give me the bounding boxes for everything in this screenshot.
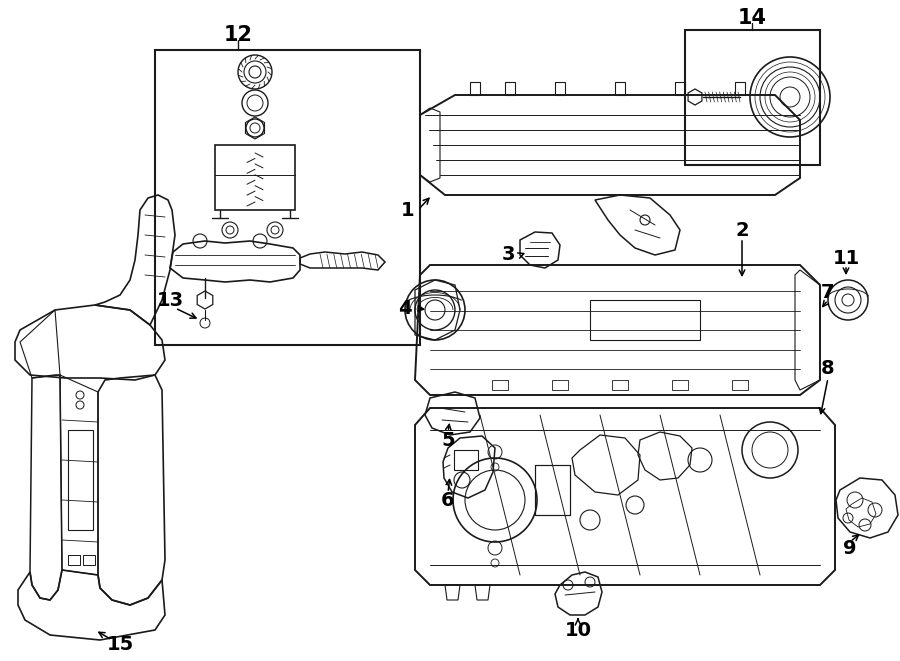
Text: 8: 8 [821, 358, 835, 377]
Text: 11: 11 [832, 249, 859, 268]
Text: 6: 6 [441, 490, 454, 510]
Text: 7: 7 [821, 282, 835, 301]
Text: 3: 3 [501, 245, 515, 264]
Text: 10: 10 [564, 621, 591, 639]
Bar [68, 430, 93, 530]
Text: 1: 1 [401, 200, 415, 219]
Text: 14: 14 [737, 8, 767, 28]
Text: 4: 4 [398, 299, 412, 317]
Bar [68, 555, 80, 565]
Bar [590, 300, 700, 340]
Bar [83, 555, 95, 565]
Bar [454, 450, 478, 470]
Bar [535, 465, 570, 515]
Bar [685, 30, 820, 165]
Bar [155, 50, 420, 345]
Text: 15: 15 [106, 635, 133, 654]
Text: 2: 2 [735, 221, 749, 239]
Bar [535, 465, 570, 515]
Text: 13: 13 [157, 290, 184, 309]
Text: 5: 5 [441, 430, 454, 449]
Text: 9: 9 [843, 539, 857, 557]
Text: 12: 12 [223, 25, 253, 45]
